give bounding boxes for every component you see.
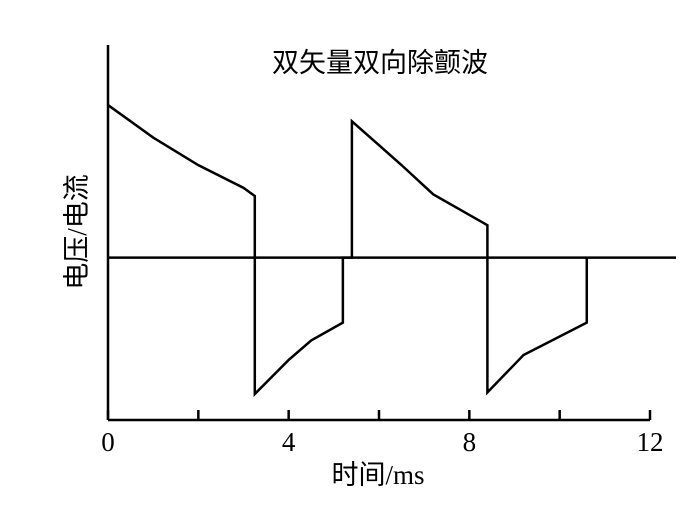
y-axis-label: 电压/电流: [62, 174, 92, 290]
x-tick-label: 4: [282, 427, 296, 457]
chart-title: 双矢量双向除颤波: [272, 48, 488, 78]
x-tick-label: 12: [637, 427, 664, 457]
waveform: [107, 104, 589, 398]
x-axis-label: 时间/ms: [331, 460, 424, 490]
x-tick-label: 0: [101, 427, 115, 457]
x-tick-label: 8: [463, 427, 477, 457]
